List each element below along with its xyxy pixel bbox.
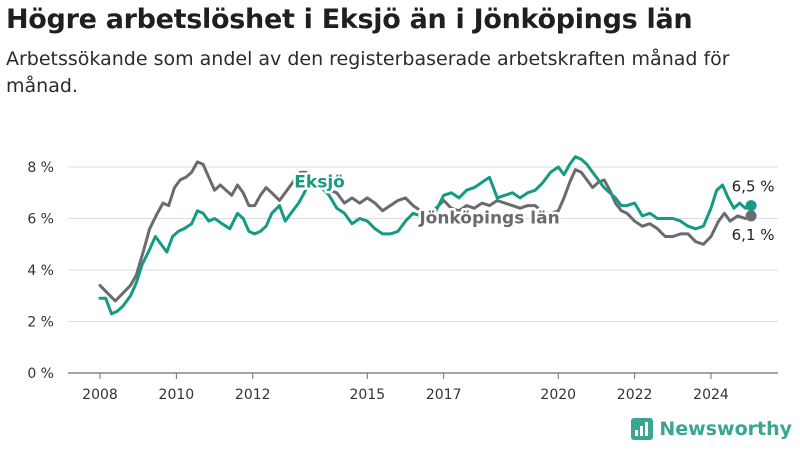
x-tick-label: 2017: [426, 387, 462, 403]
series-labels: 6,1 % 6,5 % Eksjö Jönköpings län: [292, 170, 775, 244]
x-tick-label: 2008: [82, 387, 118, 403]
x-tick-label: 2020: [540, 387, 576, 403]
x-tick-label: 2012: [235, 387, 271, 403]
y-tick-label: 4 %: [27, 263, 54, 279]
y-tick-label: 2 %: [27, 315, 54, 331]
chart-subtitle: Arbetssökande som andel av den registerb…: [6, 48, 730, 97]
x-tick-label: 2022: [617, 387, 653, 403]
y-tick-label: 8 %: [27, 160, 54, 176]
y-tick-label: 6 %: [27, 212, 54, 228]
brand-logo: Newsworthy: [631, 418, 792, 440]
series-annotation-label: Eksjö: [294, 173, 345, 193]
end-value-label-jönköpings-län: 6,1 %: [732, 226, 775, 244]
series-line-eksjö: [98, 155, 753, 316]
x-tick-label: 2024: [693, 387, 729, 403]
series-line-jönköpings-län: [98, 160, 753, 303]
newsworthy-logo-icon: [631, 418, 654, 440]
x-axis: 2008 2010 2012 2015 2017 2020 2022 2024: [82, 373, 729, 403]
series-end-point-jönköpings-län: [745, 210, 757, 222]
series-end-point-eksjö: [745, 200, 757, 212]
end-value-label-eksjö: 6,5 %: [732, 178, 775, 196]
x-tick-label: 2015: [349, 387, 385, 403]
y-axis: 0 % 2 % 4 % 6 % 8 %: [27, 160, 54, 382]
grid-lines: [68, 166, 778, 374]
series-annotation-label: Jönköpings län: [418, 209, 559, 229]
x-tick-label: 2010: [159, 387, 195, 403]
y-tick-label: 0 %: [27, 366, 54, 382]
chart-title: Högre arbetslöshet i Eksjö än i Jönköpin…: [6, 4, 693, 35]
brand-name: Newsworthy: [659, 418, 792, 440]
series-group: [98, 155, 757, 316]
